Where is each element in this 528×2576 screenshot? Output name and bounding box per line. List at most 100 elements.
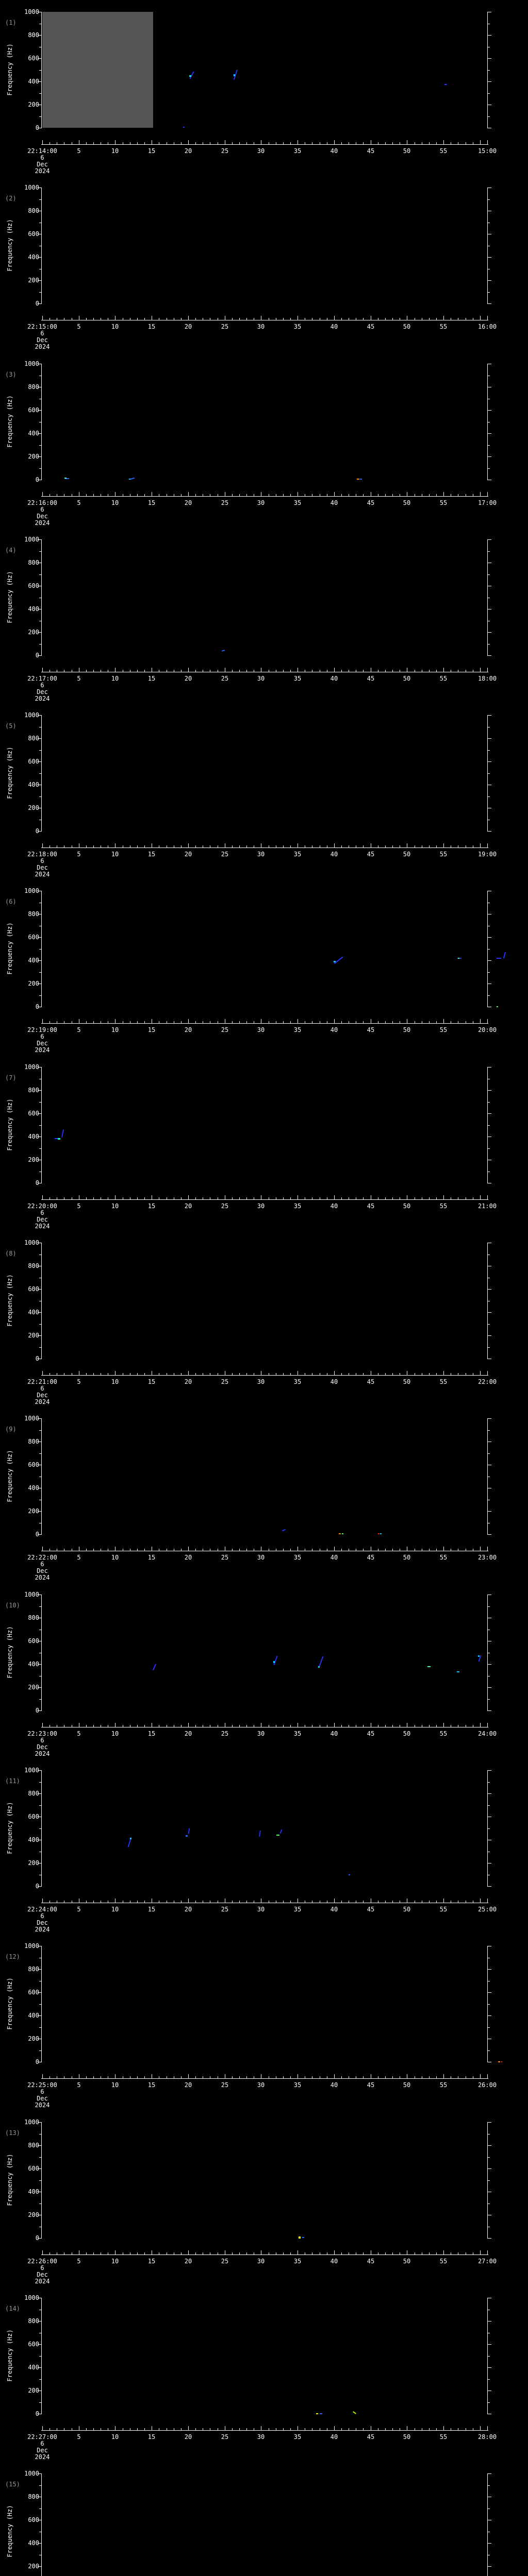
end-time-label: 20:00: [477, 1026, 497, 1033]
y-tick-label: 0: [35, 827, 39, 835]
x-tick-label: 20: [184, 499, 192, 506]
y-tick-left: [39, 1453, 41, 1454]
x-tick: [246, 318, 247, 320]
y-tick-left: [39, 2004, 41, 2005]
x-tick-label: 10: [111, 1906, 119, 1913]
y-tick-left: [38, 1511, 41, 1512]
y-tick-label: 400: [28, 1660, 39, 1668]
panel-index-label: (7): [5, 1074, 16, 1081]
x-tick: [334, 1371, 335, 1375]
x-tick: [93, 2252, 94, 2255]
x-tick: [232, 1901, 233, 1903]
x-tick: [363, 318, 364, 320]
y-axis-title: Frequency (Hz): [6, 1626, 13, 1679]
x-tick-label: 45: [367, 675, 375, 682]
y-tick-right: [488, 1453, 490, 1454]
spectrogram-panel: (5) Frequency (Hz) 0 200 400 600 800 1000 5 10 15 2…: [0, 703, 528, 879]
date-label: Dec: [37, 2271, 48, 2278]
date-label: 6: [40, 1737, 44, 1744]
start-time-label: 22:17:00: [27, 675, 57, 682]
x-tick: [341, 1549, 342, 1551]
x-tick: [246, 2428, 247, 2430]
y-tick-label: 1000: [24, 1942, 39, 1950]
x-tick-label: 15: [147, 499, 156, 506]
x-tick: [239, 2428, 240, 2430]
signal-blip: [129, 479, 130, 480]
y-tick-label: 200: [28, 2035, 39, 2042]
date-label: Dec: [37, 2095, 48, 2102]
x-tick: [283, 2428, 284, 2430]
x-tick-label: 55: [439, 1554, 448, 1561]
x-tick: [93, 1725, 94, 1727]
y-axis-line-right: [487, 539, 488, 656]
y-tick-label: 1000: [24, 1767, 39, 1774]
x-tick: [42, 140, 43, 144]
x-tick-label: 10: [111, 2433, 119, 2441]
x-tick: [290, 142, 291, 144]
x-tick: [188, 140, 189, 144]
y-axis-line-left: [41, 715, 42, 832]
x-tick-label: 35: [293, 2433, 302, 2441]
end-time-label: 25:00: [477, 1906, 497, 1913]
date-label: 2024: [35, 1046, 50, 1054]
y-tick-left: [38, 2473, 41, 2474]
x-tick: [283, 670, 284, 672]
x-tick-label: 55: [439, 1730, 448, 1737]
x-tick: [232, 494, 233, 496]
y-tick-label: 600: [28, 1813, 39, 1820]
spectrogram-panel: (7) Frequency (Hz) 0 200 400 600 800 1000 5 10 15 2…: [0, 1055, 528, 1231]
y-tick-label: 400: [28, 253, 39, 261]
x-tick: [144, 494, 145, 496]
x-tick: [341, 142, 342, 144]
y-tick-left: [38, 738, 41, 739]
y-tick-right: [488, 2157, 490, 2158]
y-axis-line-left: [41, 1418, 42, 1535]
x-tick: [144, 1021, 145, 1023]
x-tick-label: 10: [111, 1378, 119, 1385]
x-tick: [487, 1547, 488, 1551]
x-tick-label: 50: [403, 1202, 411, 1210]
x-tick-label: 45: [367, 1378, 375, 1385]
y-tick-left: [39, 2356, 41, 2357]
x-tick: [93, 1197, 94, 1199]
y-tick-right: [488, 2356, 490, 2357]
y-axis-line-left: [41, 891, 42, 1007]
x-tick-label: 35: [293, 323, 302, 330]
y-tick-label: 600: [28, 934, 39, 941]
date-label: 2024: [35, 1750, 50, 1757]
x-tick-label: 25: [221, 851, 229, 858]
y-tick-label: 1000: [24, 1591, 39, 1598]
x-tick: [429, 670, 430, 672]
x-tick: [86, 1021, 87, 1023]
x-tick-label: 15: [147, 147, 156, 155]
x-tick: [334, 1019, 335, 1023]
y-tick-right: [488, 1770, 491, 1771]
x-tick-label: 40: [330, 1906, 338, 1913]
y-tick-left: [39, 445, 41, 446]
end-time-label: 15:00: [477, 147, 497, 155]
x-tick-label: 10: [111, 1026, 119, 1033]
signal-blip: [276, 1835, 279, 1836]
x-tick: [385, 2428, 386, 2430]
x-tick-label: 40: [330, 1202, 338, 1210]
x-tick-label: 15: [147, 2081, 156, 2089]
x-tick: [290, 670, 291, 672]
signal-blip: [221, 650, 225, 652]
signal-blip: [444, 84, 447, 85]
y-tick-left: [38, 2344, 41, 2345]
y-tick-label: 800: [28, 207, 39, 214]
y-tick-label: 200: [28, 1507, 39, 1515]
x-tick-label: 55: [439, 1026, 448, 1033]
x-tick: [188, 1723, 189, 1727]
y-tick-label: 400: [28, 605, 39, 613]
x-tick-label: 30: [257, 1906, 265, 1913]
x-tick: [290, 1725, 291, 1727]
x-tick: [392, 494, 393, 496]
x-tick-label: 50: [403, 851, 411, 858]
x-tick: [137, 1197, 138, 1199]
y-axis-line-right: [487, 1770, 488, 1887]
x-tick: [144, 142, 145, 144]
start-time-label: 22:18:00: [27, 851, 57, 858]
signal-blip: [353, 2411, 356, 2414]
x-tick: [93, 845, 94, 848]
